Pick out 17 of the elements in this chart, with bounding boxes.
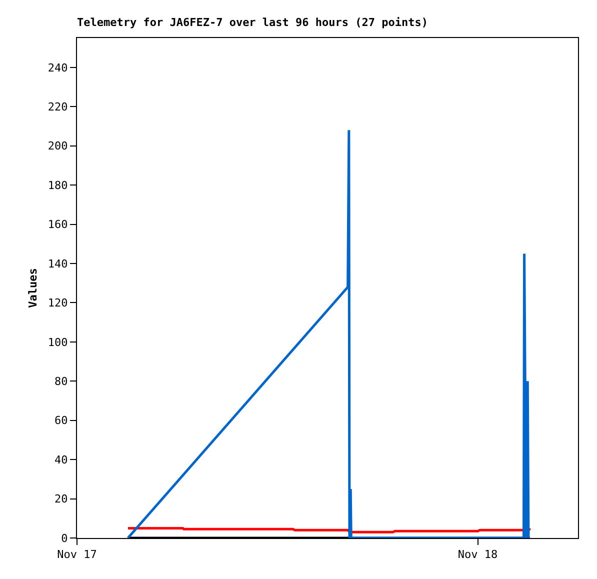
y-tick-label: 160 <box>48 218 68 232</box>
y-tick-label: 0 <box>61 532 68 545</box>
y-tick-label: 40 <box>54 453 68 466</box>
y-tick-label: 100 <box>48 336 68 349</box>
y-tick-label: 200 <box>48 140 68 153</box>
y-tick-label: 220 <box>48 100 68 114</box>
chart-title: Telemetry for JA6FEZ-7 over last 96 hours (27 points) <box>77 16 428 29</box>
y-tick-label: 80 <box>54 374 68 388</box>
y-tick-label: 20 <box>54 492 68 506</box>
y-tick-label: 60 <box>54 414 68 428</box>
y-tick-label: 240 <box>48 61 68 74</box>
y-axis-title: Values <box>26 268 40 308</box>
x-tick-label: Nov 17 <box>57 548 97 562</box>
y-tick-label: 180 <box>48 178 68 192</box>
x-tick-label: Nov 18 <box>458 548 498 562</box>
y-tick-label: 140 <box>48 257 68 270</box>
y-tick-label: 120 <box>48 296 68 310</box>
